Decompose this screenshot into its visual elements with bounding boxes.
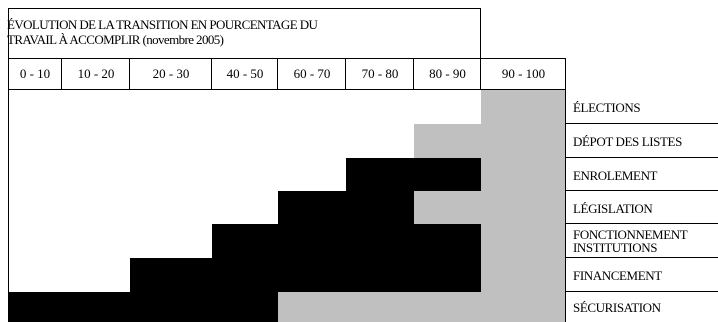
- column-header-5: 60 - 70: [293, 66, 331, 81]
- progress-bands: [8, 90, 566, 322]
- band-4-1: [278, 191, 414, 224]
- task-label-7: SÉCURISATION: [573, 300, 661, 315]
- task-label-3: ENROLEMENT: [573, 168, 658, 183]
- band-5-2: [481, 224, 566, 258]
- column-header-4: 40 - 50: [226, 66, 264, 81]
- task-label-4: LÉGISLATION: [573, 201, 653, 216]
- task-label-1: ÉLECTIONS: [573, 100, 641, 115]
- column-header-6: 70 - 80: [361, 66, 399, 81]
- band-1-1: [481, 90, 566, 124]
- band-7-1: [8, 292, 278, 322]
- column-header-3: 20 - 30: [152, 66, 190, 81]
- table-grid: [8, 8, 718, 322]
- task-label-5: FONCTIONNEMENT INSTITUTIONS: [573, 227, 688, 255]
- task-label-2: DÉPOT DES LISTES: [573, 134, 682, 149]
- title-line-1: ÉVOLUTION DE LA TRANSITION EN POURCENTAG…: [7, 17, 318, 32]
- band-6-2: [481, 258, 566, 292]
- band-3-2: [481, 158, 566, 191]
- band-3-1: [346, 158, 481, 191]
- band-6-1: [130, 258, 481, 292]
- column-header-8: 90 - 100: [501, 66, 546, 81]
- column-header-2: 10 - 20: [77, 66, 115, 81]
- band-7-2: [278, 292, 566, 322]
- band-2-1: [414, 124, 566, 158]
- band-4-2: [414, 191, 566, 224]
- band-5-1: [212, 224, 481, 258]
- column-header-1: 0 - 10: [19, 66, 51, 81]
- title-line-2: TRAVAIL À ACCOMPLIR (novembre 2005): [7, 32, 224, 47]
- task-label-6: FINANCEMENT: [573, 268, 662, 283]
- column-header-7: 80 - 90: [429, 66, 466, 81]
